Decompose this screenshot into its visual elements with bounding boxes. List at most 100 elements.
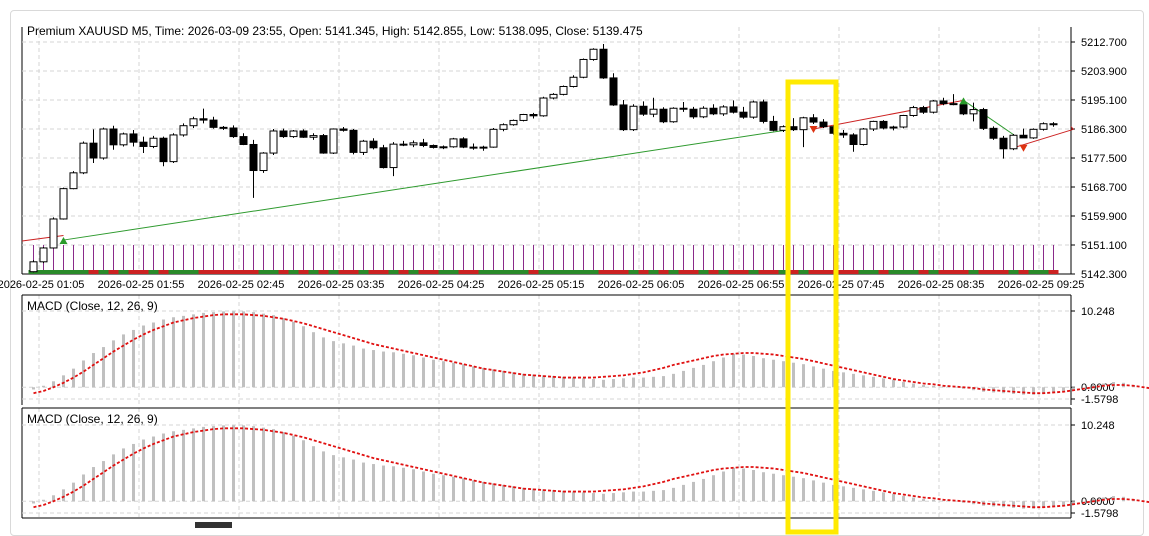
session-strip-segment	[708, 270, 719, 274]
bear-candle	[429, 144, 438, 148]
bear-candle	[1049, 123, 1058, 126]
bull-candle	[309, 135, 318, 138]
x-tick-label-7: 2026-02-25 06:55	[698, 279, 785, 291]
bull-candle	[629, 105, 638, 131]
bear-candle	[839, 132, 848, 136]
session-strip-segment	[598, 270, 609, 274]
signal-arrow-down	[1019, 144, 1028, 152]
macd-panel-2-ytick-label-0: 10.248	[1081, 420, 1115, 432]
session-strip-segment	[428, 270, 439, 274]
bull-candle	[929, 100, 938, 113]
session-strip-segment	[678, 270, 689, 274]
session-strip-segment	[408, 270, 419, 274]
bear-candle	[729, 106, 738, 113]
x-tick-label-3: 2026-02-25 03:35	[298, 279, 385, 291]
x-tick-label-1: 2026-02-25 01:55	[98, 279, 185, 291]
bear-candle	[979, 109, 988, 129]
bull-candle	[549, 93, 558, 99]
session-strip-segment	[638, 270, 649, 274]
bear-candle	[459, 138, 468, 148]
chart-header: Premium XAUUSD M5, Time: 2026-03-09 23:5…	[27, 24, 643, 38]
signal-arrow-down	[809, 126, 818, 133]
session-strip-segment	[368, 270, 379, 274]
bear-candle	[299, 130, 308, 138]
bear-candle	[219, 126, 228, 129]
bull-candle	[519, 114, 528, 121]
session-strip-segment	[148, 270, 159, 274]
session-strip-segment	[338, 270, 349, 274]
bull-candle	[119, 133, 128, 146]
session-strip-segment	[878, 270, 889, 274]
bull-candle	[579, 58, 588, 78]
bear-candle	[939, 100, 948, 105]
macd-panel-2-ytick-label-2: -1.5798	[1081, 508, 1118, 520]
macd-panel-2-ytick-label-1: 0.0000	[1081, 496, 1115, 508]
horizontal-scrollbar-thumb[interactable]	[195, 522, 232, 528]
bear-candle	[999, 137, 1008, 150]
session-strip-segment	[568, 270, 579, 274]
session-strip-segment	[738, 270, 749, 274]
x-tick-label-9: 2026-02-25 08:35	[898, 279, 985, 291]
bear-candle	[809, 117, 818, 123]
bull-candle	[29, 261, 38, 273]
bull-candle	[489, 128, 498, 148]
bear-candle	[759, 101, 768, 122]
session-strip-segment	[978, 270, 989, 274]
bull-candle	[49, 218, 58, 249]
session-strip-segment	[698, 270, 709, 274]
session-strip-segment	[278, 270, 289, 274]
bull-candle	[1009, 134, 1018, 150]
session-strip-segment	[68, 270, 79, 274]
bull-candle	[889, 126, 898, 129]
session-strip-segment	[798, 270, 809, 274]
signal-arrow-up	[959, 97, 968, 105]
session-strip-segment	[298, 270, 309, 274]
bear-candle	[239, 136, 248, 145]
bear-candle	[769, 120, 778, 131]
session-strip-segment	[1048, 270, 1059, 274]
session-strip-segment	[478, 270, 489, 274]
session-strip-segment	[998, 270, 1009, 274]
price-panel-ytick-label-1: 5203.900	[1081, 66, 1127, 78]
bear-candle	[279, 130, 288, 138]
bear-candle	[249, 143, 258, 172]
session-strip-segment	[118, 270, 129, 274]
bull-candle	[799, 117, 808, 131]
bear-candle	[129, 133, 138, 143]
bear-candle	[709, 107, 718, 115]
bear-candle	[739, 111, 748, 118]
bull-candle	[869, 120, 878, 130]
price-panel-ytick-label-2: 5195.100	[1081, 95, 1127, 107]
session-strip-segment	[908, 270, 919, 274]
bear-candle	[209, 119, 218, 128]
bull-candle	[899, 114, 908, 128]
bull-candle	[39, 247, 48, 263]
bear-candle	[1019, 134, 1028, 139]
bull-candle	[509, 119, 518, 126]
macd-panel-2-label: MACD (Close, 12, 26, 9)	[27, 412, 158, 426]
session-strip-segment	[138, 270, 149, 274]
session-strip-segment	[168, 270, 179, 274]
bear-candle	[659, 108, 668, 123]
macd-panel-1-ytick-label-0: 10.248	[1081, 306, 1115, 318]
bull-candle	[359, 140, 368, 153]
bull-candle	[179, 125, 188, 136]
session-strip-segment	[348, 270, 359, 274]
session-strip-segment	[58, 270, 69, 274]
session-strip-segment	[838, 270, 849, 274]
trend-line-green	[63, 128, 794, 241]
bull-candle	[909, 107, 918, 116]
session-strip-segment	[988, 270, 999, 274]
bull-candle	[79, 142, 88, 174]
session-strip-segment	[458, 270, 469, 274]
price-panel-ytick-label-3: 5186.300	[1081, 124, 1127, 136]
session-strip-segment	[178, 270, 189, 274]
session-strip-segment	[1038, 270, 1049, 274]
x-tick-label-8: 2026-02-25 07:45	[798, 279, 885, 291]
price-panel-ytick-label-7: 5151.100	[1081, 240, 1127, 252]
price-panel-ytick-label-8: 5142.300	[1081, 269, 1127, 281]
bear-candle	[849, 134, 858, 145]
session-strip-segment	[388, 270, 399, 274]
bull-candle	[169, 134, 178, 163]
